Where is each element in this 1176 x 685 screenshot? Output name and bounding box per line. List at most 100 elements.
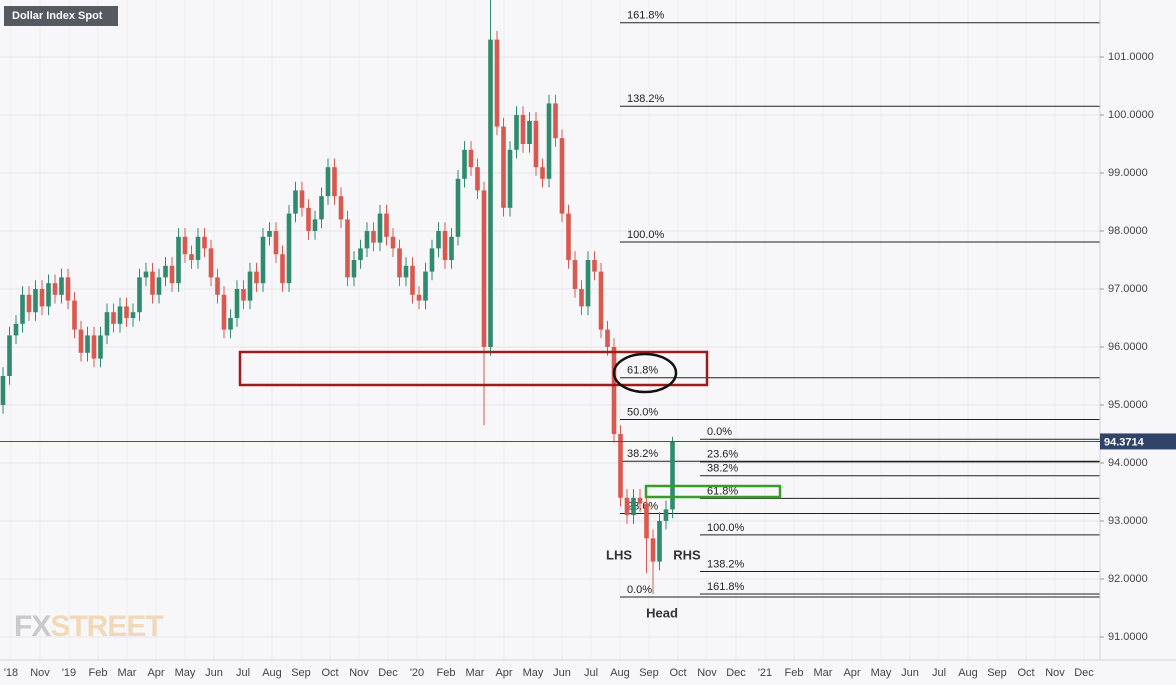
candle-body <box>663 509 669 521</box>
x-tick-label: Sep <box>987 667 1007 679</box>
candle-body <box>488 39 493 347</box>
candle-body <box>572 259 578 289</box>
grid <box>0 0 1100 660</box>
x-tick-label: Nov <box>349 667 369 679</box>
candle-body <box>527 120 532 145</box>
fib-label: 100.0% <box>707 522 745 534</box>
candle-body <box>33 288 38 313</box>
candle-body <box>338 196 344 220</box>
candle-body <box>104 312 110 336</box>
candle-body <box>195 236 201 260</box>
fib-label: 0.0% <box>707 426 732 438</box>
x-tick-label: Aug <box>262 667 282 679</box>
fib-label: 38.2% <box>627 448 658 460</box>
x-tick-label: Mar <box>466 667 485 679</box>
candle-body <box>501 126 506 208</box>
candle-body <box>280 254 285 284</box>
y-tick-label: 96.0000 <box>1108 341 1148 353</box>
fib-label: 161.8% <box>627 10 665 22</box>
y-tick-label: 91.0000 <box>1108 631 1148 643</box>
fib-label: 23.6% <box>707 449 738 461</box>
fib-label: 138.2% <box>627 93 665 105</box>
candle-body <box>553 103 558 139</box>
candle-body <box>618 433 623 498</box>
candle-body <box>156 277 162 295</box>
x-tick-label: Dec <box>1074 667 1094 679</box>
x-tick-label: '21 <box>758 667 772 679</box>
candle-body <box>644 503 649 539</box>
candle-body <box>475 167 480 191</box>
candle-body <box>267 231 272 237</box>
candle-body <box>78 329 84 353</box>
candle-body <box>351 259 357 278</box>
candle-body <box>462 149 467 179</box>
y-tick-label: 97.0000 <box>1108 283 1148 295</box>
last-price-tag <box>1100 433 1176 450</box>
candle-body <box>384 213 389 237</box>
fib-label: 61.8% <box>627 365 658 377</box>
candle-body <box>228 317 233 330</box>
candle-body <box>611 346 617 434</box>
candle-body <box>85 335 90 353</box>
x-tick-label: Jun <box>205 667 223 679</box>
candle-body <box>605 329 610 347</box>
candle-body <box>169 265 175 284</box>
resistance-box <box>238 350 709 387</box>
candle-body <box>410 265 415 295</box>
candle-body <box>423 271 428 301</box>
y-tick-label: 92.0000 <box>1108 573 1148 585</box>
candle-body <box>124 306 129 318</box>
candle-body <box>234 288 240 318</box>
candle-body <box>163 265 168 278</box>
x-tick-label: Jul <box>584 667 598 679</box>
candles <box>0 0 675 595</box>
candle-body <box>20 294 25 324</box>
candle-body <box>436 231 441 249</box>
candle-body <box>299 190 305 208</box>
candle-body <box>176 236 181 284</box>
candle-body <box>559 138 565 214</box>
last-price-label: 94.3714 <box>1104 436 1145 448</box>
candle-body <box>13 323 19 336</box>
annotation: Head <box>646 605 678 620</box>
candle-body <box>442 231 448 260</box>
circle-marker <box>612 352 678 394</box>
y-tick-label: 94.0000 <box>1108 457 1148 469</box>
candle-body <box>332 167 337 197</box>
candle-body <box>286 213 292 284</box>
candle-body <box>91 335 97 359</box>
x-tick-label: Oct <box>1017 667 1034 679</box>
candle-body <box>507 149 513 208</box>
candle-body <box>390 236 396 249</box>
candle-body <box>46 283 51 307</box>
candle-body <box>449 236 454 260</box>
x-tick-label: Nov <box>697 667 717 679</box>
y-tick-label: 95.0000 <box>1108 399 1148 411</box>
candle-body <box>468 149 474 168</box>
x-tick-label: Feb <box>785 667 804 679</box>
fib-label: 61.8% <box>707 485 738 497</box>
watermark-street: STREET <box>50 610 163 643</box>
candle-body <box>137 277 142 313</box>
x-tick-label: '20 <box>410 667 424 679</box>
candle-body <box>670 441 675 510</box>
candle-body <box>52 283 58 295</box>
candle-body <box>7 335 12 376</box>
candle-body <box>358 248 363 260</box>
candle-body <box>215 277 220 295</box>
candle-body <box>416 294 422 301</box>
candle-body <box>481 190 487 347</box>
candle-body <box>403 265 409 278</box>
candle-body <box>306 207 311 231</box>
fib-label: 138.2% <box>707 558 745 570</box>
candle-body <box>546 103 552 179</box>
candle-body <box>325 167 331 197</box>
candle-body <box>624 497 630 516</box>
candle-body <box>540 167 545 179</box>
candle-body <box>26 294 32 313</box>
fib-label: 38.2% <box>707 463 738 475</box>
candle-body <box>377 213 383 243</box>
candle-body <box>273 231 279 255</box>
